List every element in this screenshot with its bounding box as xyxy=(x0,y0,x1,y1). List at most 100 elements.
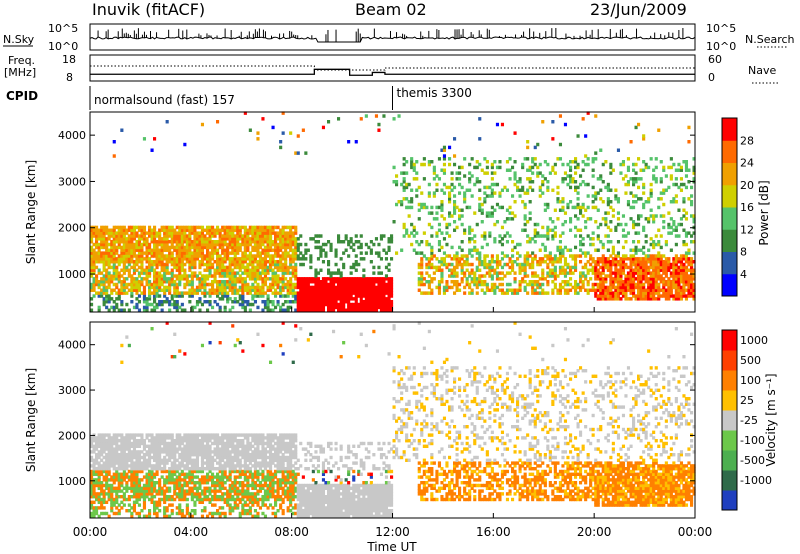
power-cell xyxy=(241,282,245,287)
power-cell xyxy=(526,234,530,238)
power-cell xyxy=(581,271,585,275)
power-cell xyxy=(654,280,658,284)
power-cell xyxy=(589,242,593,247)
power-cell xyxy=(629,285,633,290)
power-cell xyxy=(674,297,678,301)
velocity-cell xyxy=(100,469,104,474)
velocity-cell xyxy=(92,509,96,513)
power-cell xyxy=(246,254,250,258)
power-cell xyxy=(246,265,250,270)
power-cell xyxy=(231,242,235,247)
power-cell xyxy=(251,228,255,232)
power-cell xyxy=(122,245,126,250)
power-cell xyxy=(596,297,600,301)
power-cell xyxy=(372,285,376,290)
velocity-cell xyxy=(120,489,124,493)
power-cell xyxy=(528,217,532,221)
velocity-cell xyxy=(100,453,104,457)
power-cell xyxy=(493,240,497,244)
velocity-cell xyxy=(90,503,94,507)
y-tick-label: 1000 xyxy=(58,268,86,281)
power-cell xyxy=(130,300,134,304)
power-cell xyxy=(611,248,615,252)
power-cell xyxy=(657,291,661,295)
power-cell xyxy=(677,297,681,301)
power-cell xyxy=(679,268,684,272)
power-cell xyxy=(314,234,318,238)
power-cell xyxy=(639,248,643,252)
power-cell xyxy=(606,297,610,301)
power-cell xyxy=(382,297,386,301)
power-cell xyxy=(130,291,134,295)
nave-tick-top: 60 xyxy=(708,53,722,66)
power-cell xyxy=(153,297,157,301)
power-cell xyxy=(269,265,273,270)
power-cell xyxy=(664,282,668,287)
power-cell xyxy=(354,277,358,281)
velocity-cell xyxy=(95,439,99,443)
velocity-cell xyxy=(97,433,101,437)
power-cell xyxy=(566,291,570,295)
power-cell xyxy=(470,268,474,272)
power-cell xyxy=(569,271,573,275)
velocity-cell xyxy=(132,472,137,476)
power-cell xyxy=(569,220,573,224)
power-cell xyxy=(453,202,457,207)
power-cell xyxy=(508,288,512,292)
power-cell xyxy=(321,300,326,304)
power-cell xyxy=(266,288,270,292)
power-cell xyxy=(581,280,585,284)
power-cell xyxy=(490,191,494,195)
power-cell xyxy=(236,288,240,292)
power-cell xyxy=(183,225,187,230)
power-cell xyxy=(158,240,162,244)
power-cell xyxy=(279,294,283,298)
velocity-cell xyxy=(122,495,126,499)
power-cell xyxy=(468,237,472,241)
power-cell xyxy=(500,188,505,192)
power-cell xyxy=(624,297,628,301)
power-cell xyxy=(637,262,641,267)
power-cell xyxy=(614,188,618,192)
power-cell xyxy=(198,260,202,264)
power-cell xyxy=(243,237,247,241)
velocity-cell xyxy=(115,441,119,446)
power-cell xyxy=(175,237,179,241)
velocity-cell xyxy=(95,447,99,451)
power-cell xyxy=(193,237,197,241)
power-cell xyxy=(379,302,384,307)
power-cell xyxy=(284,308,288,312)
power-cell xyxy=(485,254,489,258)
power-cell xyxy=(294,240,298,244)
velocity-cell xyxy=(135,489,139,493)
power-cell xyxy=(153,288,157,292)
power-cell xyxy=(372,291,376,295)
power-cell xyxy=(165,268,169,272)
power-cell xyxy=(289,234,293,238)
power-cell xyxy=(369,294,373,298)
power-cell xyxy=(165,225,169,230)
velocity-cell xyxy=(95,509,99,513)
power-cell xyxy=(374,305,379,310)
velocity-cell xyxy=(97,475,101,479)
velocity-cell xyxy=(95,461,99,465)
velocity-cell xyxy=(112,481,116,485)
power-cell xyxy=(243,231,247,235)
power-cell xyxy=(140,237,144,241)
power-cell xyxy=(659,234,663,238)
velocity-cell xyxy=(115,433,119,437)
power-cell xyxy=(258,294,263,298)
power-cell xyxy=(263,277,268,281)
power-cell xyxy=(253,291,258,295)
power-cell xyxy=(445,225,449,230)
power-cell xyxy=(115,225,119,230)
power-cell xyxy=(647,257,651,261)
power-cell xyxy=(654,157,658,161)
power-cell xyxy=(319,268,323,272)
power-cell xyxy=(437,242,442,247)
power-cell xyxy=(581,214,585,218)
power-cell xyxy=(294,308,298,312)
power-cell xyxy=(556,191,560,195)
power-cell xyxy=(652,280,656,284)
power-cell xyxy=(158,242,162,247)
